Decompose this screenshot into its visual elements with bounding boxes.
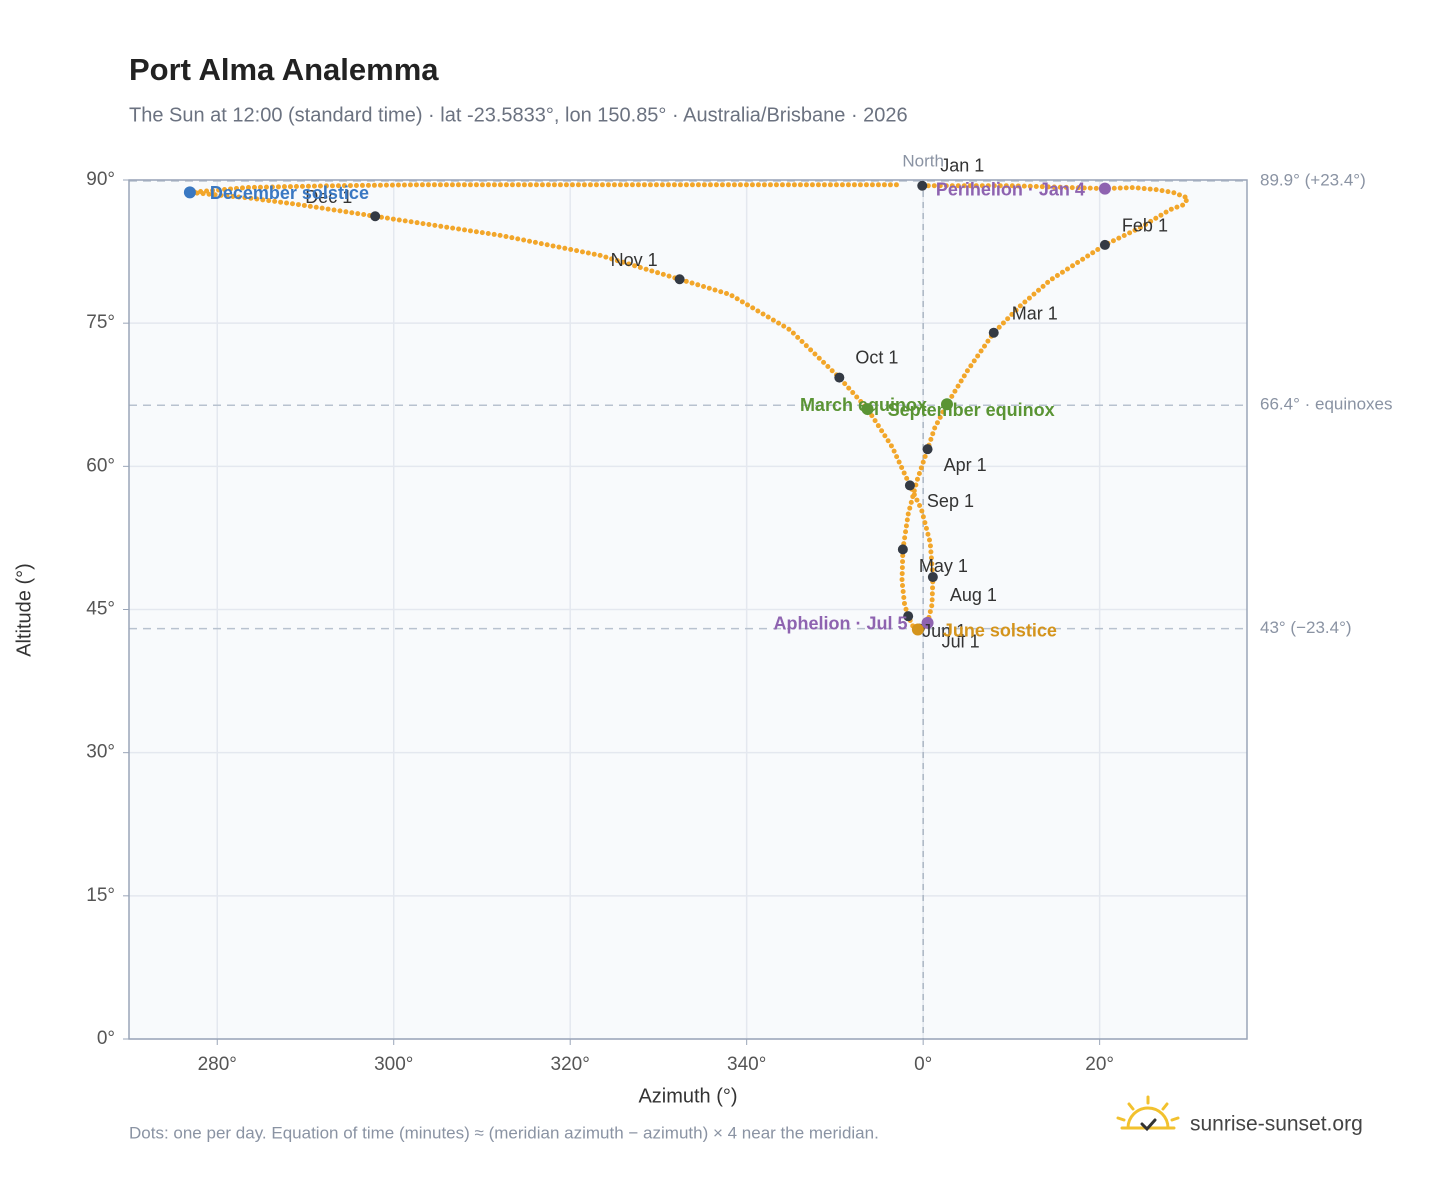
event-label: September equinox xyxy=(888,400,1055,420)
month-label: Jan 1 xyxy=(940,155,984,175)
y-tick-label: 30° xyxy=(86,742,115,763)
event-marker xyxy=(183,186,196,199)
x-tick-label: 340° xyxy=(727,1054,766,1075)
month-label: Dec 1 xyxy=(305,187,352,207)
month-label: Sep 1 xyxy=(927,491,974,511)
event-label: Aphelion · Jul 5 xyxy=(774,614,908,634)
month-marker xyxy=(922,444,933,455)
event-label: Perihelion · Jan 4 xyxy=(936,179,1085,199)
plot-border xyxy=(128,179,1248,1040)
month-marker xyxy=(834,372,845,383)
x-axis-title: Azimuth (°) xyxy=(638,1085,737,1107)
reference-label: 43° (−23.4°) xyxy=(1260,618,1352,637)
event-label: March equinox xyxy=(800,395,927,415)
month-marker xyxy=(927,572,938,583)
reference-label: 89.9° (+23.4°) xyxy=(1260,170,1366,189)
month-label: Aug 1 xyxy=(950,585,997,605)
y-tick-label: 75° xyxy=(86,312,115,333)
reference-label: 66.4° · equinoxes xyxy=(1260,395,1393,414)
footer-note: Dots: one per day. Equation of time (min… xyxy=(129,1123,879,1142)
event-label: December solstice xyxy=(210,183,369,203)
month-label: Oct 1 xyxy=(855,347,898,367)
event-marker xyxy=(1098,182,1111,195)
event-marker xyxy=(921,616,934,629)
y-axis-title: Altitude (°) xyxy=(13,563,35,657)
x-tick-label: 20° xyxy=(1085,1054,1114,1075)
event-marker xyxy=(940,398,953,411)
y-tick-label: 90° xyxy=(86,169,115,190)
y-tick-label: 60° xyxy=(86,455,115,476)
event-label: June solstice xyxy=(943,620,1057,640)
month-marker xyxy=(903,611,914,622)
month-marker xyxy=(988,327,999,338)
brand-name: sunrise-sunset.org xyxy=(1190,1113,1363,1136)
x-tick-label: 300° xyxy=(374,1054,413,1075)
month-marker xyxy=(370,211,381,222)
chart-title: Port Alma Analemma xyxy=(129,52,439,87)
month-marker xyxy=(897,544,908,555)
month-marker xyxy=(674,274,685,285)
month-label: Nov 1 xyxy=(611,250,658,270)
x-tick-label: 280° xyxy=(198,1054,237,1075)
chart-subtitle: The Sun at 12:00 (standard time) · lat -… xyxy=(129,104,908,126)
y-tick-label: 0° xyxy=(97,1028,115,1049)
month-label: Jun 1 xyxy=(922,621,966,641)
event-marker xyxy=(911,623,924,636)
x-tick-label: 0° xyxy=(914,1054,932,1075)
month-label: Feb 1 xyxy=(1122,216,1168,236)
event-marker xyxy=(861,403,874,416)
month-marker xyxy=(1099,239,1110,250)
brand-logo xyxy=(1116,1095,1180,1132)
x-tick-label: 320° xyxy=(551,1054,590,1075)
month-marker xyxy=(904,480,915,491)
month-label: Mar 1 xyxy=(1012,303,1058,323)
month-label: Jul 1 xyxy=(942,631,980,651)
month-marker xyxy=(917,180,928,191)
meridian-label: North xyxy=(902,151,944,170)
plot-layer xyxy=(123,179,1247,1040)
month-label: Apr 1 xyxy=(944,455,987,475)
month-label: May 1 xyxy=(919,556,968,576)
y-tick-label: 15° xyxy=(86,885,115,906)
y-tick-label: 45° xyxy=(86,599,115,620)
